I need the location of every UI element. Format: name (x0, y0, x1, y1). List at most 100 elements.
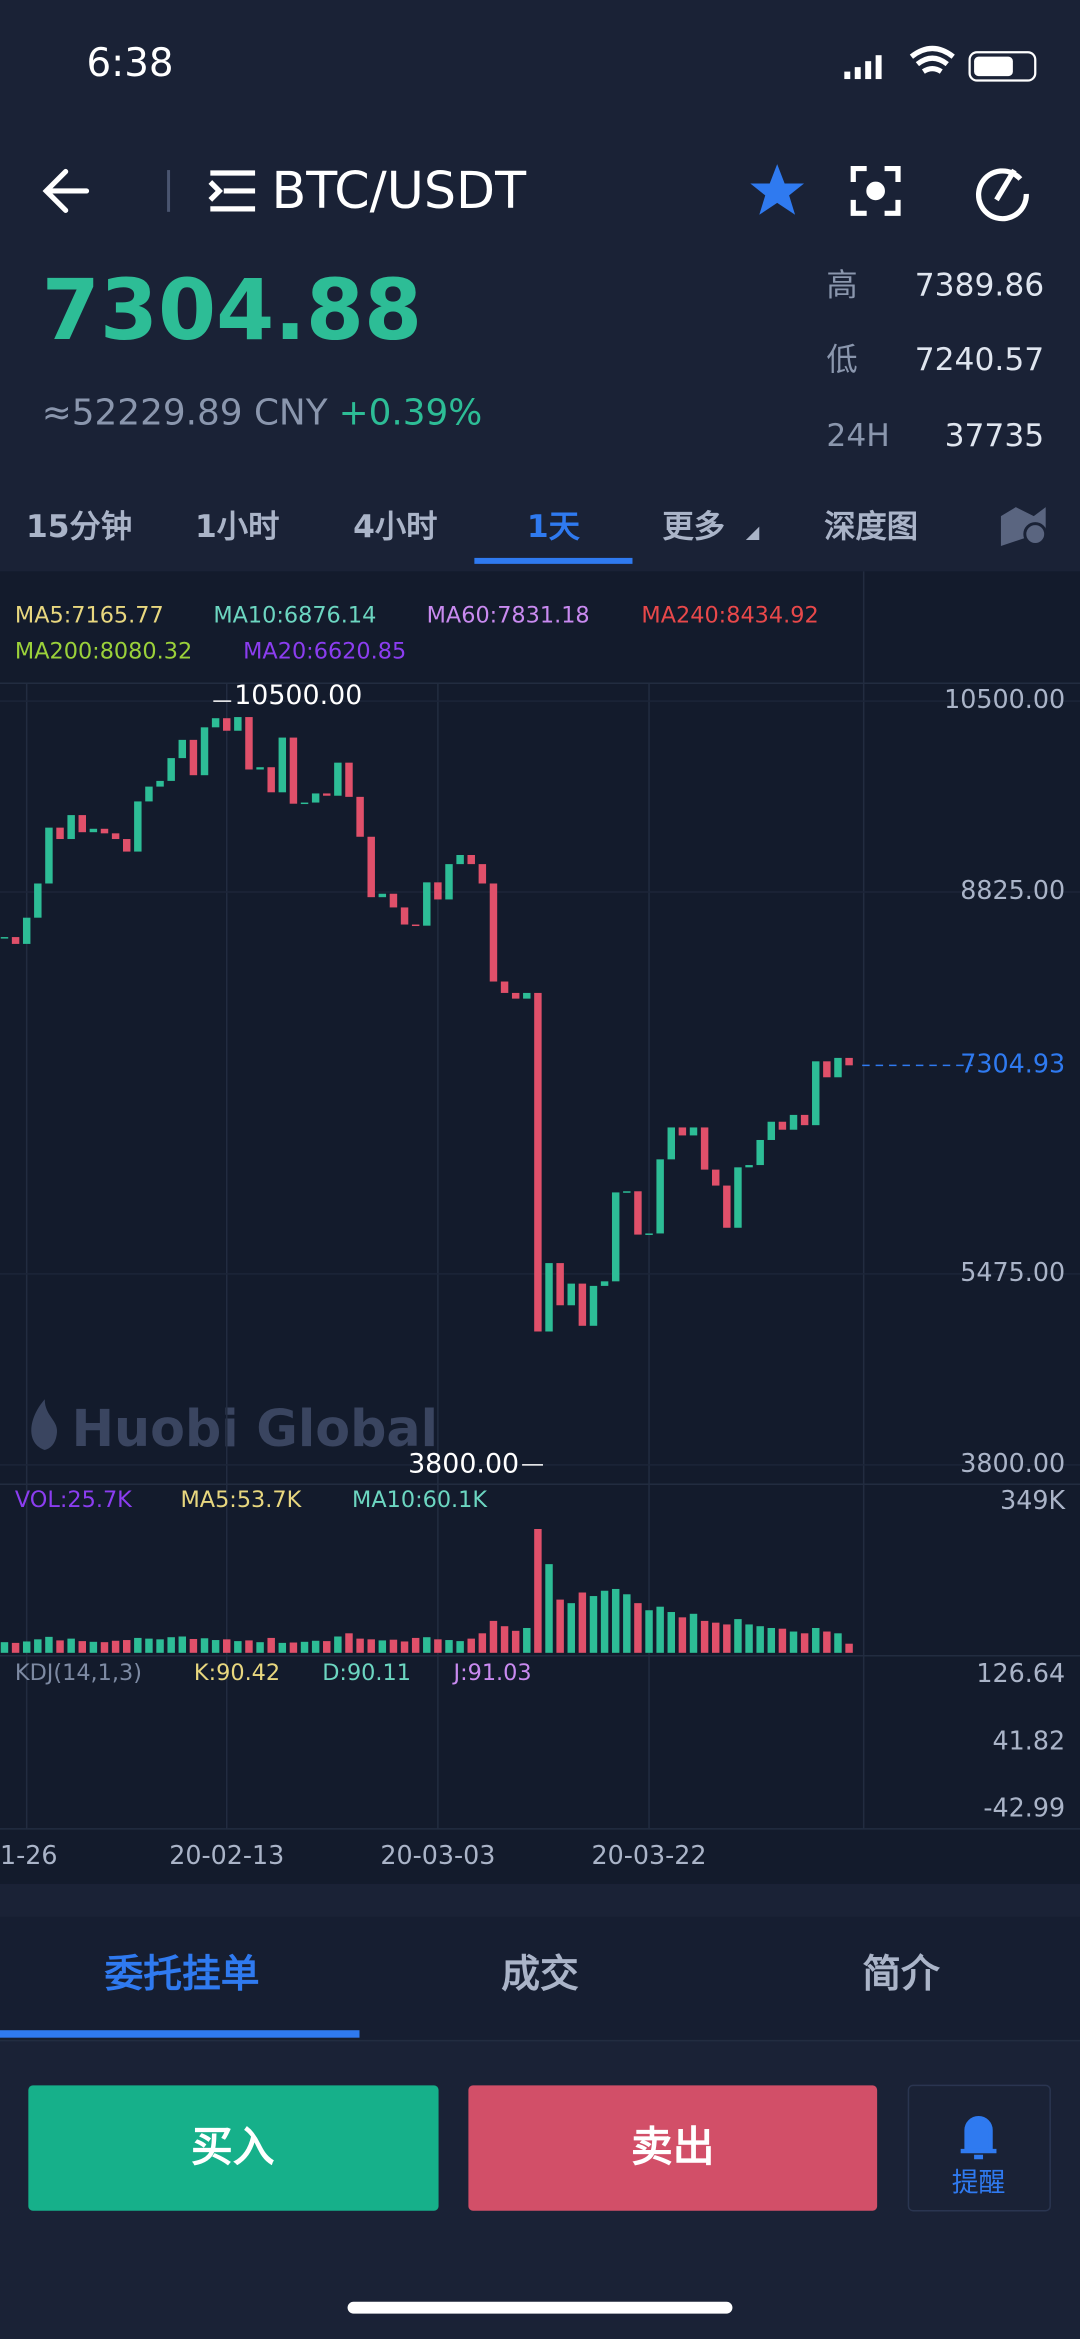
volume-bar (400, 1641, 409, 1653)
share-icon[interactable] (975, 168, 1029, 222)
interval-tab[interactable]: 15分钟 (26, 509, 132, 545)
candle (223, 718, 231, 731)
candle (367, 836, 375, 898)
candle (122, 839, 131, 852)
volume-bar (211, 1640, 220, 1653)
kdj-legend: J:91.03 (451, 1660, 531, 1686)
watermark-logo (31, 1399, 58, 1450)
volume-bar (500, 1626, 509, 1653)
volume-bar (300, 1641, 309, 1653)
watermark: Huobi Global (72, 1399, 438, 1458)
sell-button[interactable] (468, 2085, 878, 2211)
volume-bar (89, 1641, 98, 1653)
back-button[interactable] (42, 168, 90, 213)
candle (300, 802, 309, 805)
volume-bar (223, 1639, 231, 1653)
home-indicator (347, 2301, 733, 2314)
candle (11, 937, 20, 944)
volume-bar (378, 1640, 387, 1653)
candle (156, 780, 164, 787)
active-underline (474, 557, 633, 564)
candle (211, 718, 220, 728)
candle (756, 1139, 764, 1166)
candle (334, 762, 342, 796)
last-price: 7304.88 (42, 261, 422, 359)
candle (545, 1263, 553, 1332)
interval-tab[interactable]: 更多 (662, 509, 725, 545)
volume-bar (723, 1624, 731, 1653)
volume-bar (134, 1637, 142, 1653)
fullscreen-icon[interactable] (850, 165, 901, 216)
volume-bar (423, 1637, 431, 1653)
candle (823, 1061, 831, 1078)
x-tick-label: 20-03-22 (592, 1840, 707, 1870)
candle (423, 882, 431, 926)
last-price-label: 7304.93 (960, 1048, 1065, 1078)
kdj-tick-label: 126.64 (976, 1658, 1065, 1688)
interval-tab[interactable]: 1小时 (195, 509, 279, 545)
menu-icon[interactable] (208, 170, 256, 212)
volume-bar (645, 1610, 653, 1653)
ma-legend: MA20:6620.85 (243, 638, 406, 664)
volume-bar (589, 1596, 598, 1653)
volume-bar (823, 1631, 831, 1653)
candle (445, 864, 453, 900)
volume-bar (611, 1588, 620, 1653)
settings-icon[interactable] (1000, 507, 1048, 546)
order-tab[interactable]: 委托挂单 (104, 1952, 259, 1997)
volume-bar (389, 1639, 398, 1653)
candle (0, 937, 9, 939)
stat-value: 7389.86 (915, 267, 1045, 303)
volume-bar (122, 1640, 131, 1653)
battery-level (974, 56, 1013, 77)
volume-bar (789, 1631, 798, 1653)
time: 6:38 (87, 41, 174, 86)
buy-label[interactable]: 买入 (191, 2122, 275, 2171)
volume-bar (467, 1638, 475, 1653)
kdj-legend: D:90.11 (322, 1660, 411, 1686)
order-tab[interactable]: 简介 (862, 1952, 941, 1997)
alert-label[interactable]: 提醒 (952, 2167, 1006, 2198)
y-tick-label: 10500.00 (944, 684, 1065, 714)
stat-value: 7240.57 (915, 342, 1045, 378)
sell-label[interactable]: 卖出 (631, 2122, 715, 2171)
candle (723, 1185, 731, 1228)
y-tick-label: 5475.00 (960, 1257, 1065, 1287)
candle (734, 1167, 742, 1228)
interval-tab[interactable]: 1天 (527, 509, 581, 545)
candle (500, 981, 509, 993)
candle (611, 1192, 620, 1282)
candle (189, 739, 198, 776)
order-tab[interactable]: 成交 (501, 1952, 579, 1997)
candle (634, 1191, 642, 1235)
volume-bar (800, 1633, 809, 1653)
candle (245, 717, 253, 770)
volume-bar (834, 1633, 842, 1653)
volume-bar (456, 1641, 464, 1653)
volume-bar (234, 1641, 242, 1653)
chart-frame (0, 571, 1080, 1830)
interval-tab[interactable]: 深度图 (824, 509, 918, 545)
signal-icon (844, 55, 882, 80)
candle (778, 1121, 787, 1130)
buy-button[interactable] (28, 2085, 439, 2211)
volume-bar (600, 1590, 609, 1653)
candle (767, 1121, 776, 1140)
candle (256, 767, 264, 770)
candle (411, 924, 420, 927)
candle (700, 1127, 709, 1170)
interval-tab[interactable]: 4小时 (353, 509, 437, 545)
candle (456, 854, 464, 865)
volume-bar (34, 1639, 42, 1653)
volume-bar (334, 1636, 342, 1653)
stat-label: 低 (826, 342, 857, 378)
favorite-star[interactable] (750, 164, 805, 215)
volume-bar (545, 1564, 553, 1653)
cny-price: ≈52229.89 CNY (42, 393, 328, 434)
volume-bar (367, 1639, 375, 1653)
volume-bar (100, 1642, 109, 1653)
candle (22, 917, 31, 944)
ma-legend: MA10:6876.14 (213, 603, 376, 629)
candle (78, 815, 86, 833)
